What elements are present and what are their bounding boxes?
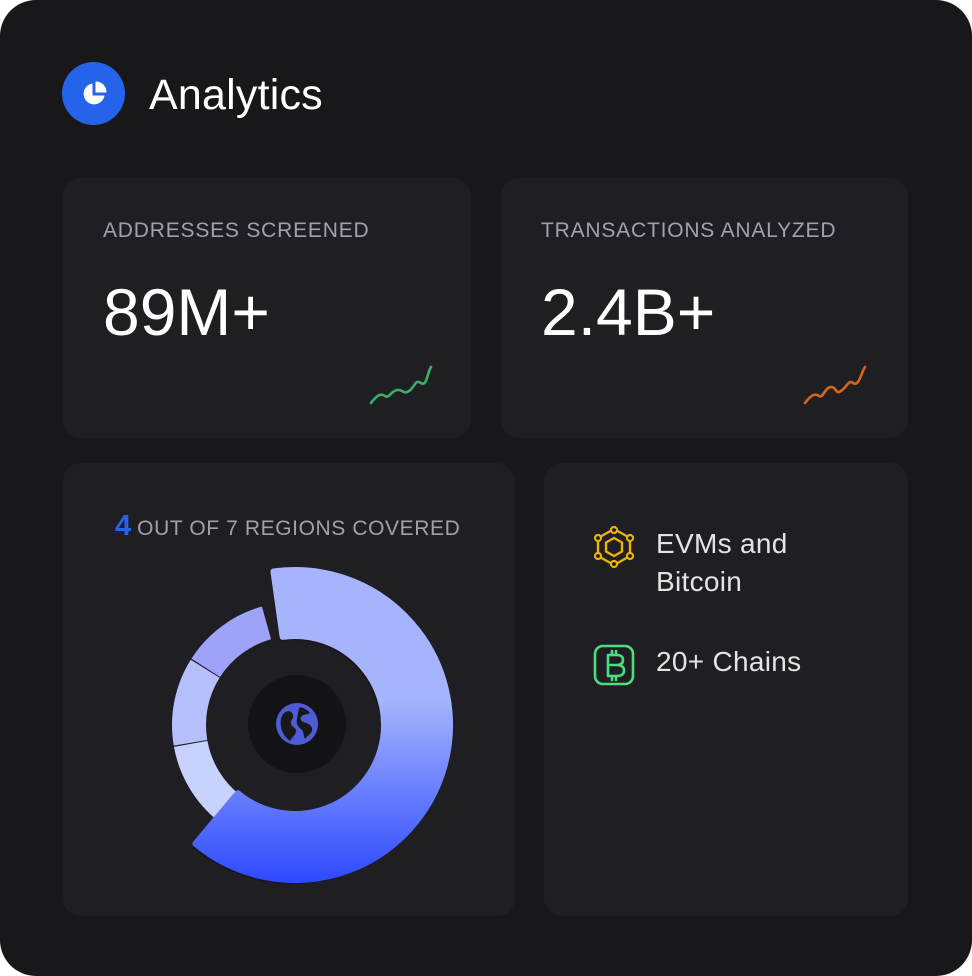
bitcoin-icon	[592, 643, 636, 687]
stat-value: 89M+	[103, 275, 270, 349]
stat-value: 2.4B+	[541, 275, 716, 349]
stat-label: ADDRESSES SCREENED	[103, 219, 370, 242]
trend-up-icon	[803, 365, 867, 405]
trend-up-icon	[369, 365, 433, 405]
uncovered-region-segment	[172, 659, 220, 746]
addresses-screened-card: ADDRESSES SCREENED 89M+	[63, 178, 471, 438]
regions-label: 4 OUT OF 7 REGIONS COVERED	[115, 509, 460, 548]
transactions-analyzed-card: TRANSACTIONS ANALYZED 2.4B+	[501, 178, 908, 438]
globe-icon	[248, 675, 346, 773]
uncovered-region-segment	[191, 606, 272, 677]
regions-donut-chart	[172, 567, 453, 884]
uncovered-region-segment	[173, 740, 241, 822]
covered-region-arc	[192, 567, 453, 883]
uncovered-regions-ring	[172, 606, 272, 822]
chains-card: EVMs and Bitcoin 20+ Chains	[544, 463, 908, 916]
chain-label: 20+ Chains	[656, 646, 802, 677]
page-title: Analytics	[149, 71, 323, 119]
regions-text: OUT OF 7 REGIONS COVERED	[137, 517, 461, 540]
hexagon-network-icon	[592, 525, 636, 569]
regions-card: 4 OUT OF 7 REGIONS COVERED	[63, 463, 515, 916]
regions-count: 4	[115, 510, 132, 542]
stat-label: TRANSACTIONS ANALYZED	[541, 219, 837, 242]
chain-item-count: 20+ Chains	[592, 643, 856, 687]
chain-item-evm: EVMs and Bitcoin	[592, 525, 856, 601]
chain-label: EVMs and Bitcoin	[656, 528, 788, 597]
covered-regions-arc	[192, 567, 453, 884]
pie-chart-icon	[62, 62, 125, 125]
